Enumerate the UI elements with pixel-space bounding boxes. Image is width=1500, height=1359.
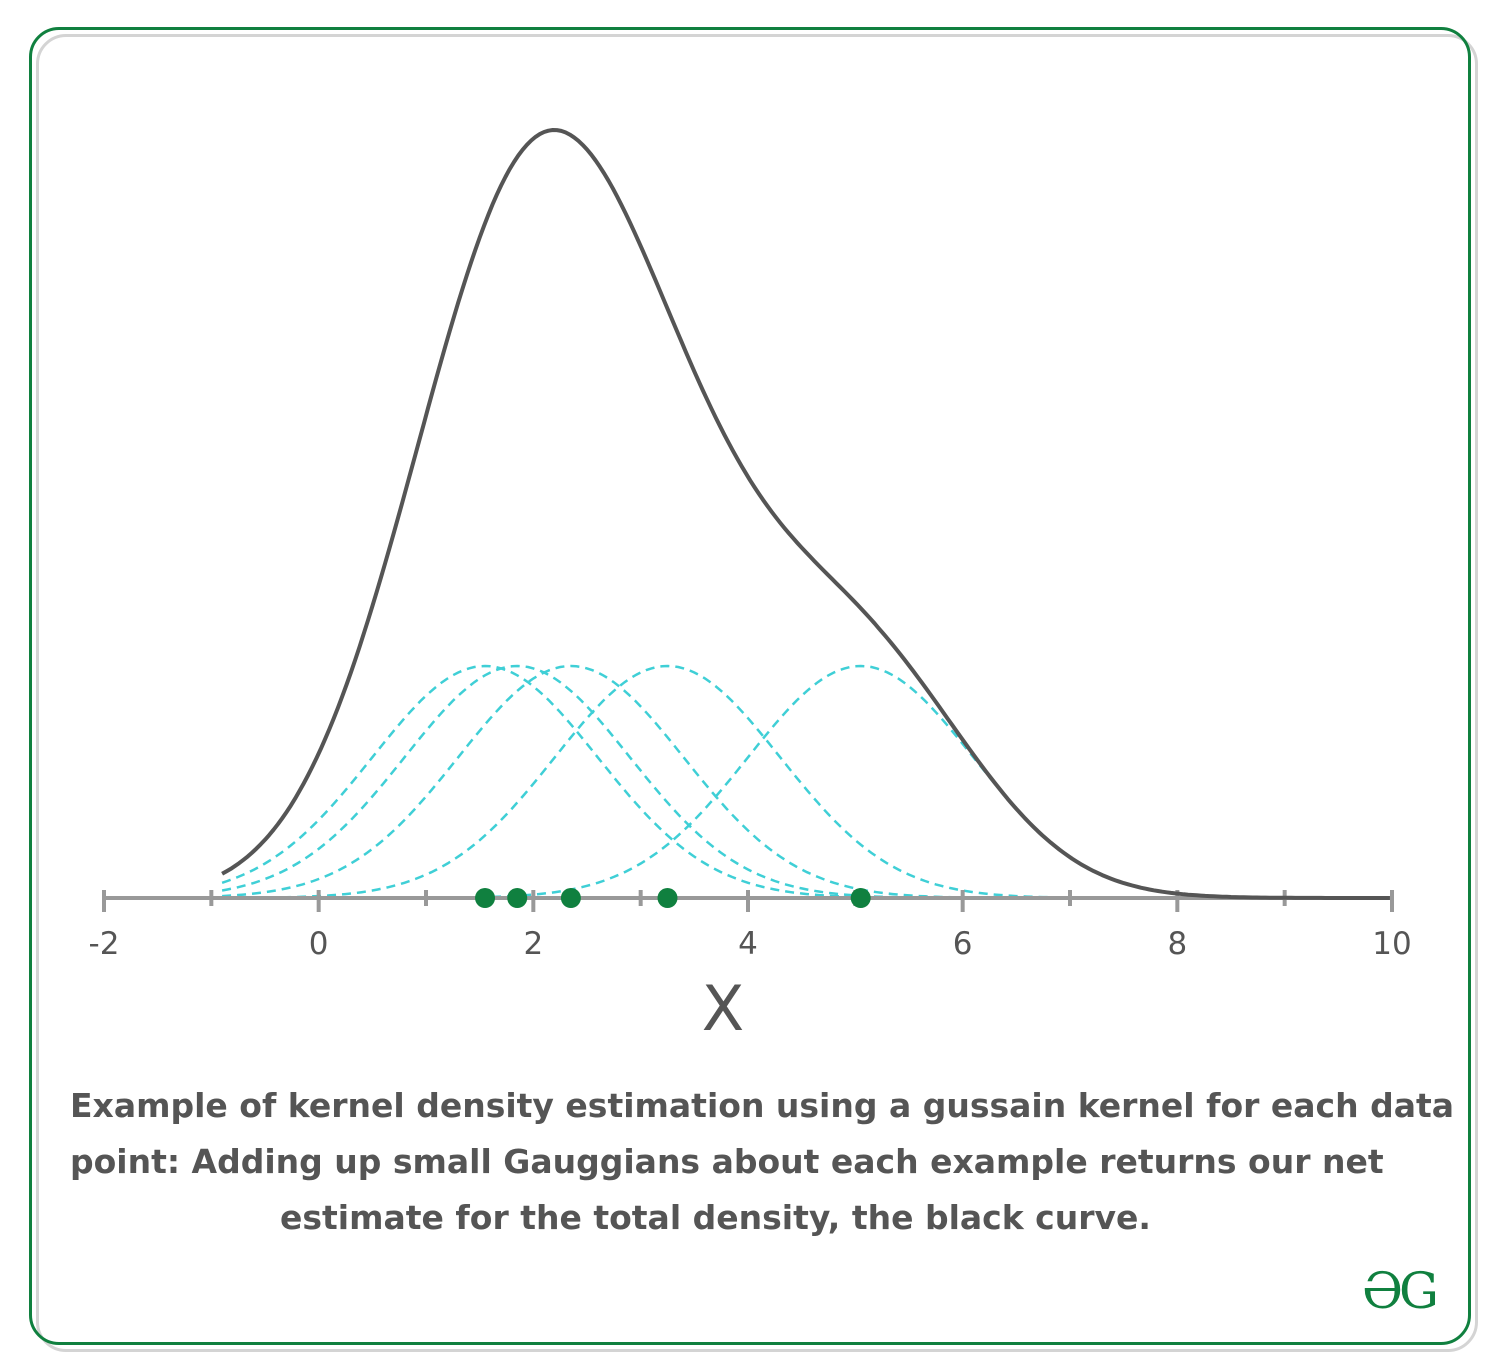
- caption-line-3: estimate for the total density, the blac…: [280, 1198, 1151, 1237]
- data-point-4: [657, 888, 678, 908]
- total-density-curve: [221, 128, 1390, 900]
- gfg-logo-icon: ƏG: [1362, 1262, 1439, 1320]
- data-point-5: [850, 888, 871, 908]
- x-tick-label: 10: [1372, 926, 1411, 962]
- x-tick-label: 4: [738, 926, 758, 962]
- x-axis-label: X: [702, 972, 744, 1045]
- kernel-curves: [221, 664, 1135, 900]
- frame-shadow: [36, 34, 1478, 1352]
- data-point-3: [560, 888, 581, 908]
- x-tick-label: 2: [523, 926, 543, 962]
- x-axis: [102, 890, 1394, 912]
- x-tick-labels: -2 0 2 4 6 8 10: [89, 926, 1412, 962]
- x-tick-label: -2: [89, 926, 120, 962]
- x-tick-label: 0: [309, 926, 329, 962]
- data-points: [475, 888, 871, 908]
- x-tick-label: 8: [1167, 926, 1187, 962]
- kernel-curve-3: [222, 664, 1022, 900]
- figure-frame: [29, 27, 1471, 1345]
- data-point-1: [475, 888, 496, 908]
- figure-caption: Example of kernel density estimation usi…: [70, 1078, 1455, 1246]
- kernel-curve-5: [222, 664, 1135, 900]
- x-tick-label: 6: [953, 926, 973, 962]
- data-point-2: [507, 888, 528, 908]
- caption-line-1: Example of kernel density estimation usi…: [70, 1086, 1455, 1125]
- kernel-curve-2: [221, 664, 968, 900]
- kernel-curve-1: [221, 664, 936, 900]
- kernel-curve-4: [222, 664, 1119, 900]
- caption-line-2: point: Adding up small Gauggians about e…: [70, 1142, 1384, 1181]
